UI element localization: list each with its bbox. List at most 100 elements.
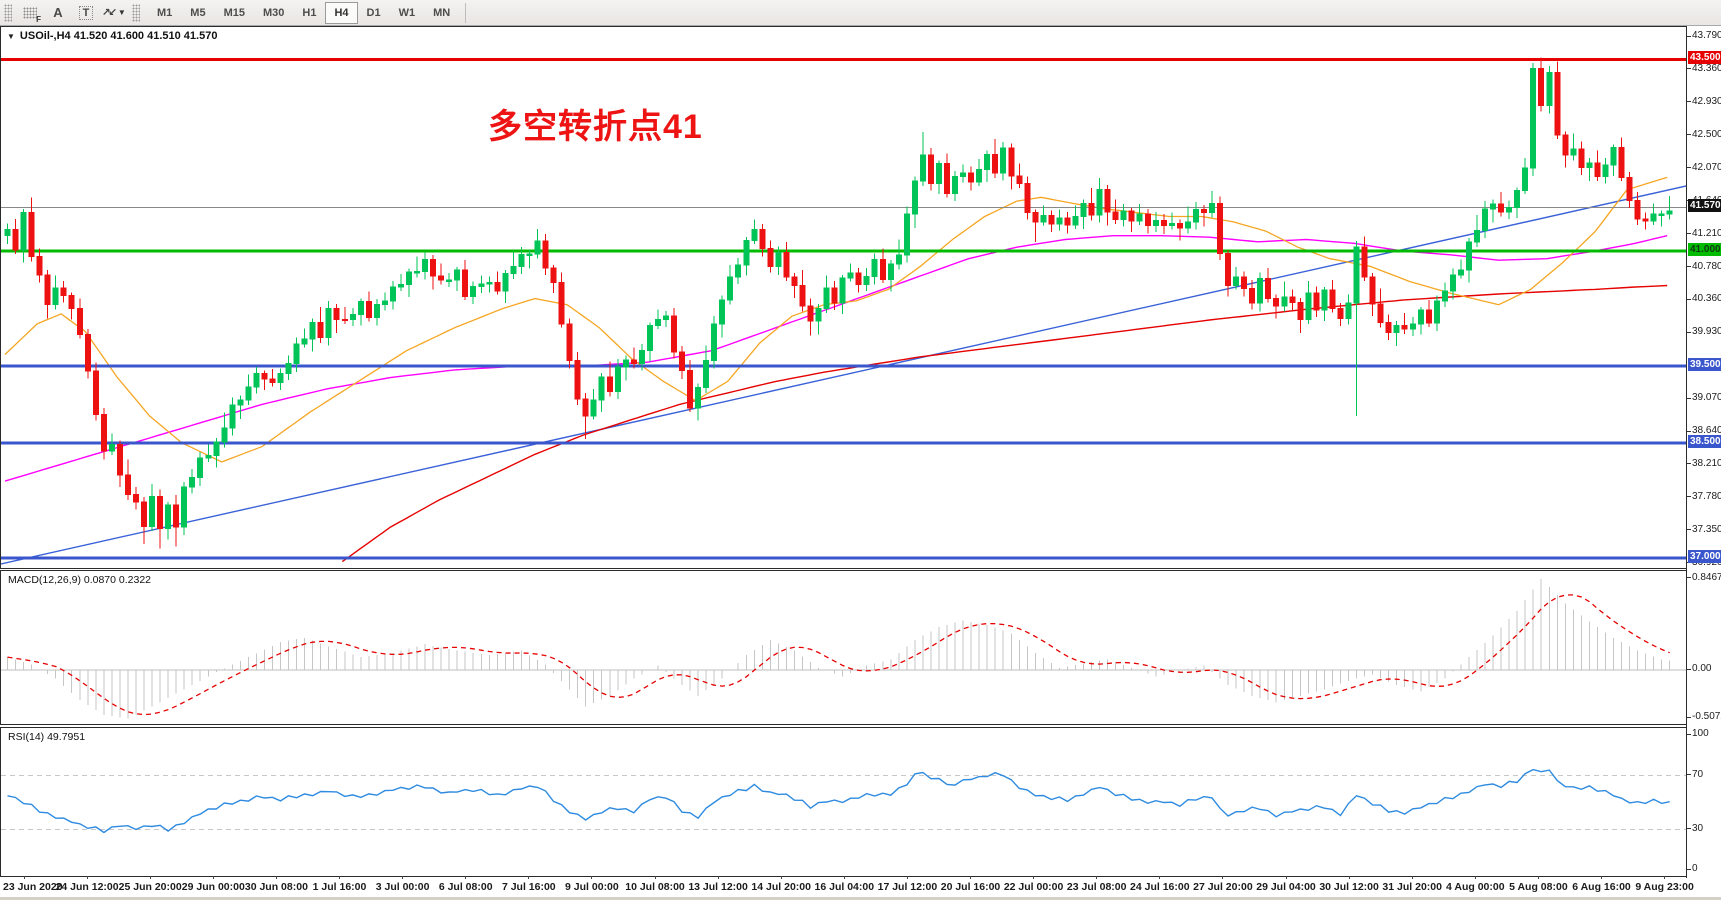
price-tick: 39.070 <box>1692 392 1721 404</box>
time-label: 22 Jul 00:00 <box>1003 881 1064 893</box>
chart-text-annotation[interactable]: 多空转折点41 <box>488 108 703 146</box>
time-label: 30 Jun 08:00 <box>244 881 308 893</box>
timeframe-button-m1[interactable]: M1 <box>157 6 173 19</box>
time-tick-mark <box>150 876 151 879</box>
label-tool-button[interactable]: A <box>46 2 70 24</box>
top-toolbar: F A T ↗↙ ▼ M1 M5 M15 M30 H1 H4 D1 W1 MN <box>0 0 1721 26</box>
time-label: 29 Jun 00:00 <box>181 881 245 893</box>
chart-symbol-header[interactable]: ▼ USOil-,H4 41.520 41.600 41.510 41.570 <box>7 30 217 42</box>
toolbar-drag-handle-2[interactable] <box>132 3 140 22</box>
price-tick-mark <box>1687 266 1691 267</box>
macd-tick: -0.5072 <box>1692 711 1721 722</box>
timeframe-button-m30[interactable]: M30 <box>262 6 285 19</box>
toolbar-drag-handle[interactable] <box>4 3 12 22</box>
symbol-ohlc-text: USOil-,H4 41.520 41.600 41.510 41.570 <box>19 30 218 42</box>
current-price-badge: 41.570 <box>1688 199 1721 213</box>
rsi-tick-mark <box>1687 828 1691 829</box>
time-tick-mark <box>1538 876 1539 879</box>
letter-t-icon: T <box>78 5 94 20</box>
price-tick: 41.210 <box>1692 227 1721 239</box>
macd-tick: 0.8467 <box>1692 571 1721 583</box>
time-label: 24 Jul 16:00 <box>1130 881 1190 893</box>
macd-tick: 0.00 <box>1692 663 1712 674</box>
main-price-panel[interactable]: ▼ USOil-,H4 41.520 41.600 41.510 41.570 … <box>0 26 1687 569</box>
time-tick-mark <box>87 876 88 879</box>
time-label: 29 Jul 04:00 <box>1256 881 1316 893</box>
time-tick-mark <box>213 876 214 879</box>
price-tick-mark <box>1687 68 1691 69</box>
time-label: 10 Jul 08:00 <box>625 881 685 893</box>
price-tick-mark <box>1687 431 1691 432</box>
time-label: 20 Jul 16:00 <box>940 881 1001 893</box>
timeframe-button-h4[interactable]: H4 <box>325 1 358 24</box>
time-tick-mark <box>339 876 340 879</box>
price-tick-mark <box>1687 463 1691 464</box>
time-label: 30 Jul 12:00 <box>1319 881 1379 893</box>
timeframe-button-m5[interactable]: M5 <box>190 6 206 19</box>
time-tick-mark <box>1349 876 1350 879</box>
time-tick-mark <box>528 876 529 879</box>
window-bottom-edge <box>0 897 1721 900</box>
macd-canvas[interactable] <box>1 571 1686 724</box>
time-label: 6 Jul 08:00 <box>438 881 493 893</box>
time-label: 25 Jun 20:00 <box>118 881 182 893</box>
price-axis[interactable]: 43.79043.36042.93042.50042.07041.64041.2… <box>1686 26 1721 878</box>
time-tick-mark <box>844 876 845 879</box>
time-tick-mark <box>1412 876 1413 879</box>
time-tick-mark <box>24 876 25 879</box>
time-tick-mark <box>718 876 719 879</box>
price-tick: 42.070 <box>1692 161 1721 173</box>
time-label: 4 Aug 00:00 <box>1446 881 1505 893</box>
time-label: 23 Jun 2020 <box>3 881 63 893</box>
rsi-tick: 0 <box>1692 863 1698 874</box>
time-label: 16 Jul 04:00 <box>814 881 875 893</box>
text-tool-button[interactable]: T <box>74 2 98 24</box>
timeframe-button-w1[interactable]: W1 <box>398 6 416 19</box>
time-tick-mark <box>1286 876 1287 879</box>
time-label: 5 Aug 08:00 <box>1509 881 1568 893</box>
price-tick: 38.640 <box>1692 425 1721 436</box>
time-label: 17 Jul 12:00 <box>877 881 938 893</box>
arrows-tool-button[interactable]: ↗↙ ▼ <box>102 2 126 24</box>
rsi-tick-mark <box>1687 734 1691 735</box>
timeframe-button-m15[interactable]: M15 <box>223 6 245 19</box>
time-label: 24 Jun 12:00 <box>55 881 119 893</box>
time-tick-mark <box>465 876 466 879</box>
time-tick-mark <box>402 876 403 879</box>
macd-label: MACD(12,26,9) 0.0870 0.2322 <box>8 574 152 586</box>
level-badge-39.500: 39.500 <box>1688 358 1721 372</box>
price-tick-mark <box>1687 496 1691 497</box>
price-tick-mark <box>1687 233 1691 234</box>
timeframe-button-d1[interactable]: D1 <box>366 6 381 19</box>
price-tick: 42.930 <box>1692 95 1721 107</box>
toolbar-separator <box>465 2 467 23</box>
timeframe-button-h1[interactable]: H1 <box>302 6 317 19</box>
price-tick-mark <box>1687 529 1691 530</box>
price-tick-mark <box>1687 299 1691 300</box>
timeframe-button-group: M1 M5 M15 M30 H1 H4 D1 W1 MN <box>148 1 459 24</box>
time-label: 9 Jul 00:00 <box>565 881 619 893</box>
rsi-canvas[interactable] <box>1 728 1686 876</box>
rsi-panel[interactable]: RSI(14) 49.7951 <box>0 727 1687 877</box>
macd-panel[interactable]: MACD(12,26,9) 0.0870 0.2322 <box>0 570 1687 725</box>
symbol-dropdown-icon[interactable]: ▼ <box>7 31 15 41</box>
indicator-grid-tool-button[interactable]: F <box>18 2 42 24</box>
time-tick-mark <box>1601 876 1602 879</box>
price-tick: 43.360 <box>1692 62 1721 74</box>
price-chart-canvas[interactable] <box>1 27 1686 568</box>
rsi-tick-mark <box>1687 774 1691 775</box>
price-tick: 37.780 <box>1692 490 1721 502</box>
time-tick-mark <box>1033 876 1034 879</box>
time-axis[interactable]: 23 Jun 2020 24 Jun 12:00 25 Jun 20:00 29 Ju… <box>0 876 1721 897</box>
time-tick-mark <box>591 876 592 879</box>
price-tick: 40.360 <box>1692 293 1721 305</box>
chevron-down-icon: ▼ <box>117 8 126 17</box>
time-label: 9 Aug 23:00 <box>1635 881 1694 893</box>
price-tick: 40.780 <box>1692 260 1721 272</box>
price-tick-mark <box>1687 101 1691 102</box>
level-badge-41.000: 41.000 <box>1688 243 1721 256</box>
time-label: 6 Aug 16:00 <box>1572 881 1631 893</box>
timeframe-button-mn[interactable]: MN <box>433 6 451 19</box>
time-label: 23 Jul 08:00 <box>1066 881 1127 893</box>
time-tick-mark <box>907 876 908 879</box>
